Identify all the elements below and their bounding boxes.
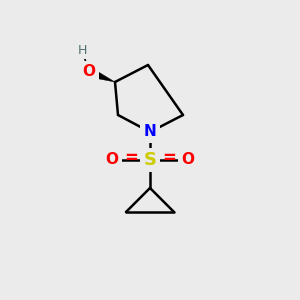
Text: S: S [143, 151, 157, 169]
Text: H: H [77, 44, 87, 56]
Text: =: = [124, 149, 138, 167]
Text: =: = [162, 149, 176, 167]
Text: N: N [144, 124, 156, 140]
Polygon shape [87, 67, 115, 82]
Text: O: O [106, 152, 118, 167]
Text: O: O [182, 152, 194, 167]
Text: O: O [82, 64, 95, 80]
